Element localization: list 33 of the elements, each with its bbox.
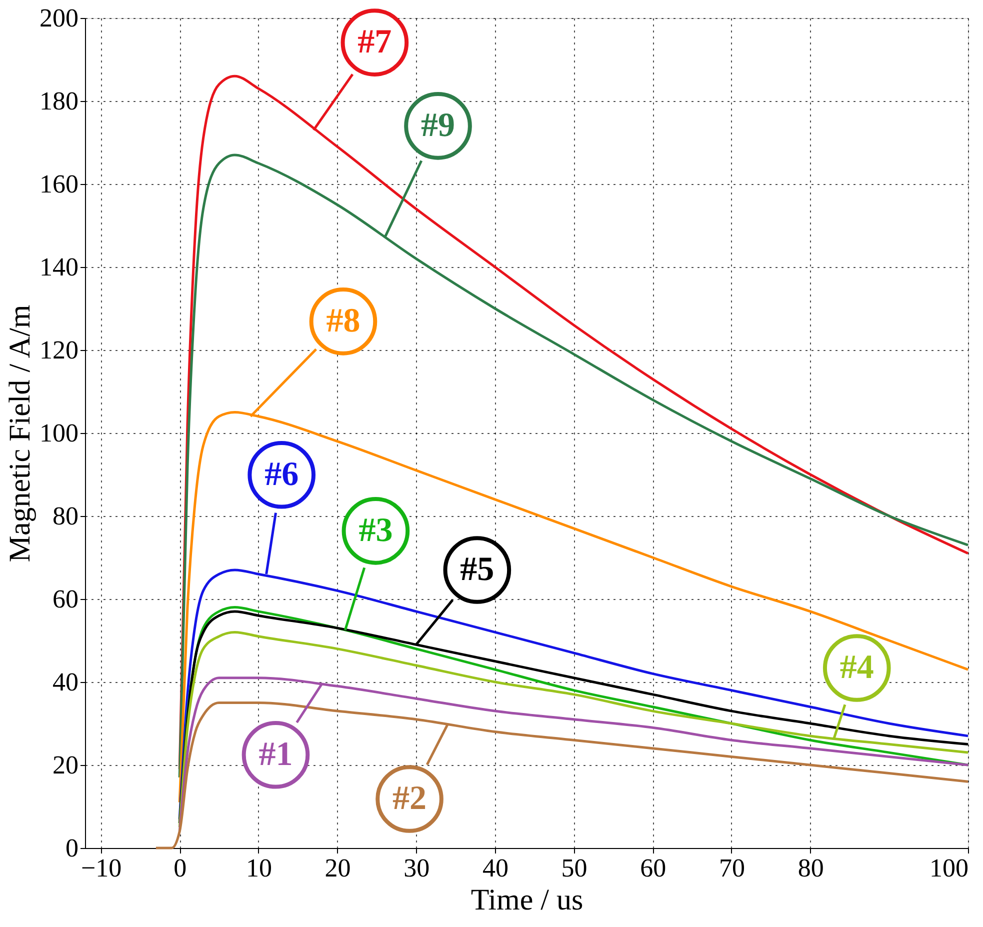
- x-tick-label: 20: [324, 854, 351, 882]
- x-tick-label: 0: [174, 854, 187, 882]
- annotation: #9: [421, 106, 456, 144]
- annotation: #8: [326, 302, 360, 340]
- y-tick-label: 120: [40, 336, 78, 364]
- x-axis-title: Time / us: [470, 884, 584, 916]
- y-tick-label: 40: [52, 668, 78, 696]
- y-tick-label: 160: [40, 170, 78, 198]
- y-tick-label: 60: [52, 584, 78, 614]
- annotation: #1: [258, 736, 293, 773]
- y-tick-label: 140: [40, 252, 78, 282]
- x-tick-label: 40: [482, 854, 508, 882]
- annotation: #2: [392, 780, 427, 818]
- y-tick-label: 80: [52, 502, 78, 530]
- x-tick-label: −10: [80, 854, 122, 882]
- y-tick-label: 180: [40, 86, 78, 116]
- x-tick-label: 50: [561, 854, 588, 882]
- annotation: #7: [358, 24, 392, 61]
- x-tick-label: 10: [246, 854, 272, 882]
- annotation: #6: [264, 456, 299, 493]
- x-tick-label: 60: [640, 854, 666, 882]
- x-tick-label: 70: [718, 854, 745, 882]
- annotation: #5: [460, 550, 494, 588]
- y-tick-label: 20: [52, 750, 78, 780]
- y-tick-label: 200: [40, 4, 78, 32]
- x-tick-label: 30: [404, 854, 430, 882]
- y-tick-label: 0: [66, 834, 78, 862]
- y-tick-label: 100: [40, 418, 78, 448]
- y-axis-title: Magnetic Field / A/m: [4, 304, 36, 562]
- x-tick-label: 80: [798, 854, 824, 882]
- x-tick-label: 100: [930, 854, 968, 882]
- annotation: #4: [840, 649, 874, 686]
- annotation: #3: [358, 512, 393, 549]
